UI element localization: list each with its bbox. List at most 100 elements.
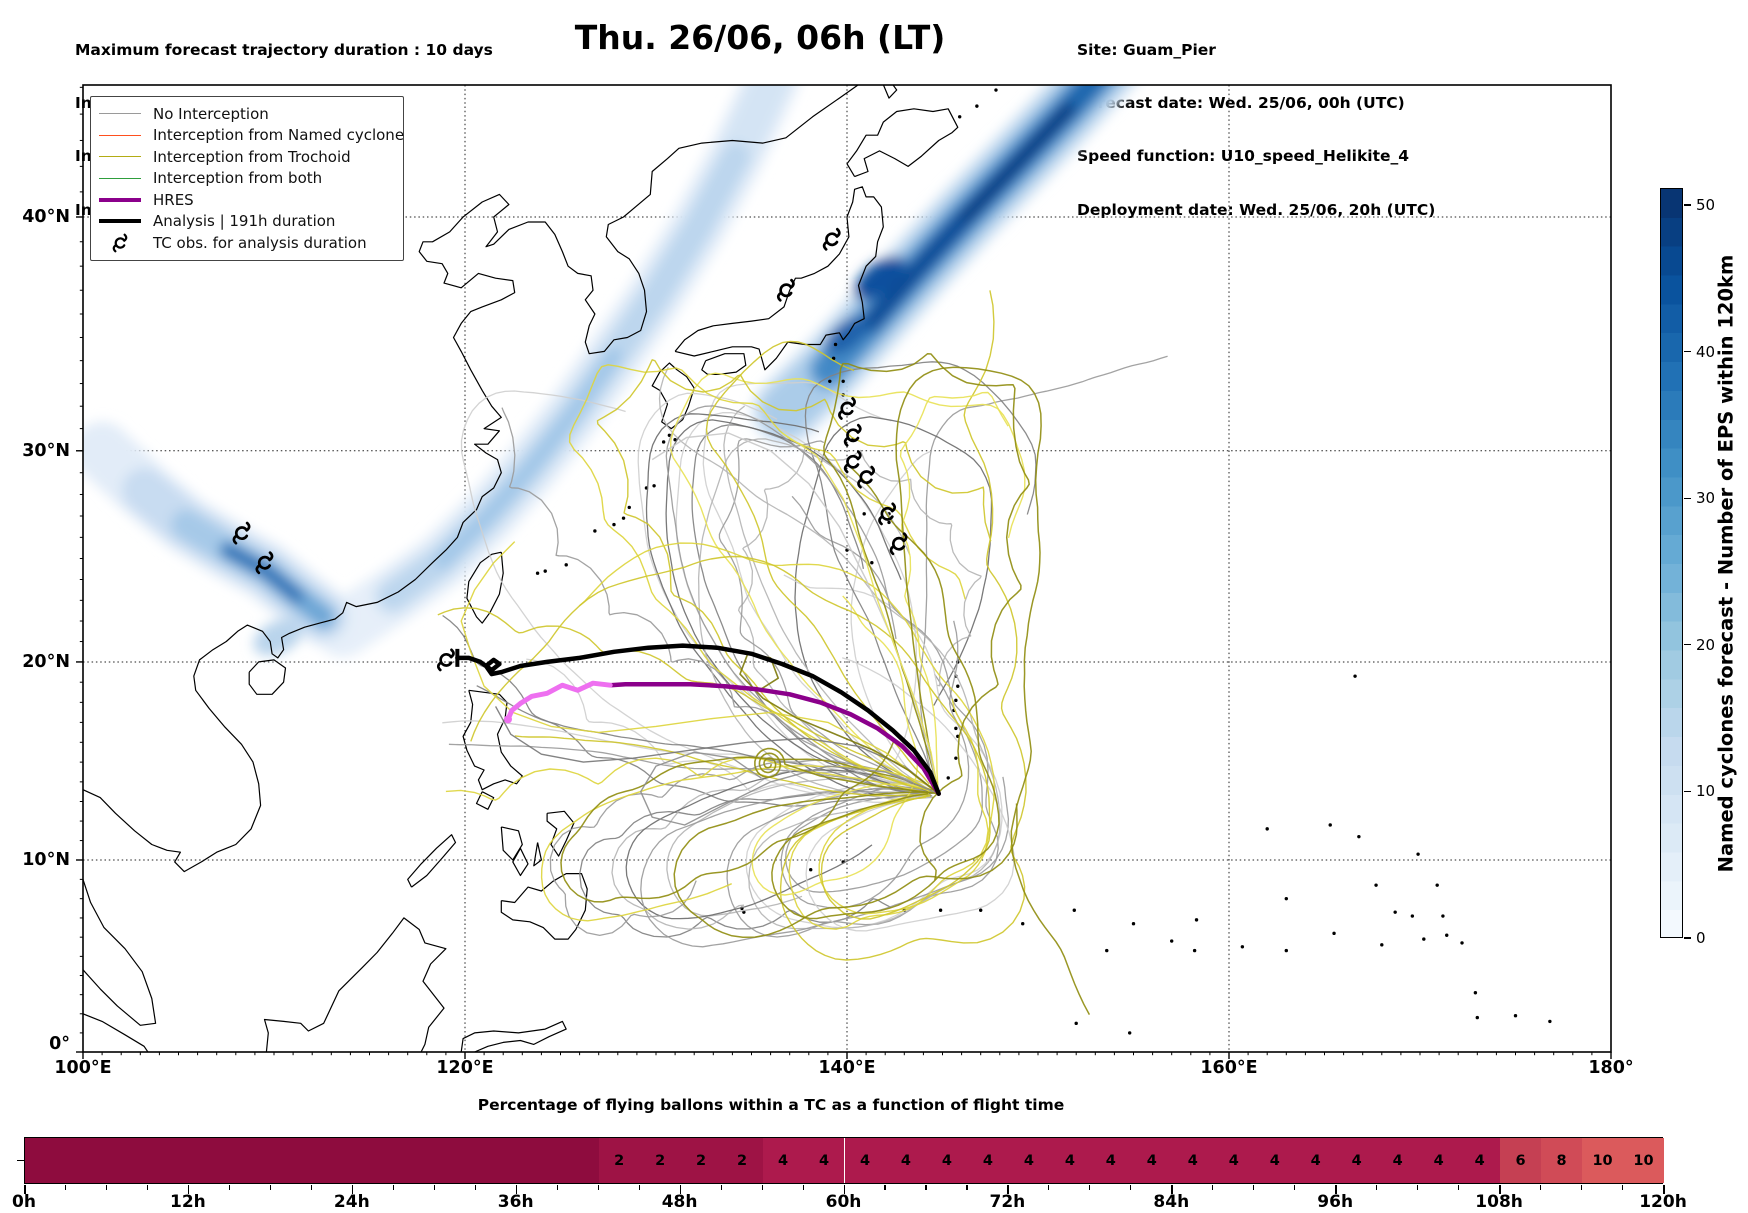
strip-axis-tick (556, 1185, 558, 1190)
colorbar-title-text: Named cyclones forecast - Number of EPS … (1714, 254, 1738, 872)
legend-line (99, 113, 141, 115)
strip-axis-tick (597, 1185, 599, 1190)
strip-cell-value: 4 (1310, 1152, 1321, 1169)
strip-cell-value: 2 (696, 1152, 707, 1169)
tc-observations (232, 227, 908, 672)
strip-axis-tick (269, 1185, 271, 1190)
strip-axis-tick (1376, 1185, 1378, 1190)
strip-cell: 4 (1336, 1138, 1378, 1183)
strip-cell-value: 4 (1023, 1152, 1034, 1169)
colorbar-tick (1684, 644, 1691, 646)
strip-axis-tick (228, 1185, 230, 1190)
strip-axis-tick (1294, 1185, 1296, 1190)
strip-cell: 4 (1254, 1138, 1296, 1183)
strip-cell: 4 (885, 1138, 927, 1183)
legend-item: Interception from Trochoid (99, 146, 395, 168)
legend-line-swatch (99, 156, 141, 158)
strip-cell (270, 1138, 312, 1183)
strip-cell: 4 (1418, 1138, 1460, 1183)
colorbar-tick-label: 10 (1696, 782, 1716, 801)
tc-symbol-icon (838, 397, 856, 420)
legend-line (99, 197, 141, 202)
meta-line: Maximum forecast trajectory duration : 1… (75, 40, 493, 59)
legend-line (99, 156, 141, 158)
strip-cell: 4 (1295, 1138, 1337, 1183)
hres-track (607, 681, 941, 796)
strip-cell (352, 1138, 394, 1183)
strip-cell: 2 (598, 1138, 640, 1183)
colorbar-tick-label: 0 (1696, 929, 1706, 947)
strip-cell-value: 2 (655, 1152, 666, 1169)
strip-axis-tick (1212, 1185, 1214, 1190)
colorbar-tick-label: 20 (1696, 635, 1716, 654)
legend-item: HRES (99, 189, 395, 211)
strip-axis-label: 60h (825, 1192, 862, 1212)
meta-line: Deployment date: Wed. 25/06, 20h (UTC) (1077, 200, 1436, 219)
strip-cell-value: 4 (1392, 1152, 1403, 1169)
strip-cell (393, 1138, 435, 1183)
tc-symbol-icon (843, 450, 862, 474)
strip-axis-label: 84h (1153, 1192, 1190, 1212)
colorbar-title: Named cyclones forecast - Number of EPS … (1703, 188, 1748, 938)
strip-axis-tick (105, 1185, 108, 1190)
strip-axis-label: 0h (12, 1192, 36, 1212)
strip-axis-tick (1171, 1185, 1173, 1194)
strip-cell: 2 (721, 1138, 763, 1183)
flight-strip: 2 2 2 2 4 4 4 4 4 4 4 4 4 4 4 4 4 4 4 4 4 4 6 8 10 10 (24, 1137, 1664, 1184)
x-tick-label: 100°E (54, 1058, 112, 1078)
strip-cell: 4 (967, 1138, 1009, 1183)
strip-axis-label: 12h (170, 1192, 206, 1212)
coastlines (83, 85, 1552, 1052)
tc-symbol-icon (255, 551, 274, 575)
tc-symbol-icon (436, 648, 455, 672)
strip-y-tick (17, 1160, 24, 1162)
strip-cell: 4 (1172, 1138, 1214, 1183)
legend-line-swatch (99, 134, 141, 136)
meta-line: Speed function: U10_speed_Helikite_4 (1077, 147, 1410, 166)
strip-cell: 4 (844, 1138, 886, 1183)
legend-label: Analysis | 191h duration (153, 212, 336, 231)
x-tick-label: 180° (1588, 1058, 1634, 1078)
strip-cell: 4 (1049, 1138, 1091, 1183)
strip-cell: 2 (639, 1138, 681, 1183)
strip-cell-value: 4 (1228, 1152, 1239, 1169)
strip-cell-value: 10 (1633, 1152, 1654, 1169)
strip-cell: 4 (1008, 1138, 1050, 1183)
colorbar-tick (1684, 350, 1691, 353)
strip-axis-tick (24, 1185, 26, 1194)
legend-label: No Interception (153, 104, 269, 123)
legend-label: HRES (153, 190, 194, 209)
strip-cell: 10 (1623, 1138, 1664, 1183)
strip-title: Percentage of flying ballons within a TC… (477, 1096, 1065, 1114)
strip-cell: 4 (926, 1138, 968, 1183)
strip-cell (188, 1138, 230, 1183)
tc-symbol-icon (232, 521, 251, 545)
strip-cell (311, 1138, 353, 1183)
strip-cell (147, 1138, 189, 1183)
y-tick-label: 20°N (22, 651, 70, 672)
strip-axis-tick (187, 1185, 190, 1194)
strip-axis-tick (802, 1185, 804, 1190)
strip-axis-tick (966, 1185, 968, 1190)
strip-axis-tick (1048, 1185, 1050, 1190)
strip-axis-tick (843, 1185, 846, 1194)
legend-line-swatch (99, 177, 141, 179)
legend-label: Interception from Trochoid (153, 147, 351, 166)
hres-track-tail (505, 680, 613, 722)
strip-cell (557, 1138, 599, 1183)
tc-symbol-icon (857, 465, 876, 489)
strip-cell-value: 4 (941, 1152, 952, 1169)
strip-cell-value: 4 (1474, 1152, 1485, 1169)
strip-cell: 6 (1500, 1138, 1542, 1183)
strip-cell-value: 10 (1592, 1152, 1613, 1169)
strip-cell (65, 1138, 107, 1183)
strip-axis-label: 48h (661, 1192, 698, 1212)
strip-axis-label: 72h (989, 1192, 1026, 1212)
strip-axis-tick (1089, 1185, 1091, 1190)
y-tick-label: 40°N (22, 206, 70, 227)
y-tick-label: 10°N (22, 849, 70, 870)
colorbar-tick (1684, 790, 1691, 793)
y-tick-label: 0° (49, 1034, 70, 1054)
